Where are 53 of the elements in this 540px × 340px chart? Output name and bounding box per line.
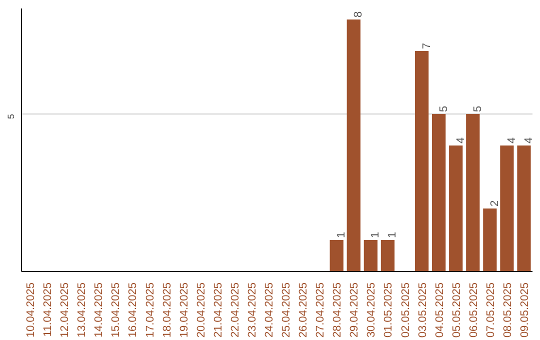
x-tick-label: 09.05.2025: [518, 282, 531, 338]
x-tick-label: 18.04.2025: [161, 282, 174, 338]
x-tick-label: 24.04.2025: [263, 282, 276, 338]
data-label: 1: [370, 232, 382, 238]
data-label: 5: [472, 106, 484, 112]
x-tick-label: 25.04.2025: [280, 282, 293, 338]
x-tick-label: 16.04.2025: [127, 282, 140, 338]
data-label: 1: [386, 232, 399, 238]
x-tick-label: 04.05.2025: [434, 282, 446, 338]
data-label: 8: [352, 11, 365, 18]
data-label: 4: [454, 137, 467, 144]
x-tick-label: 15.04.2025: [110, 282, 122, 338]
bar: [346, 20, 360, 272]
bar: [432, 114, 446, 272]
bar: [449, 146, 463, 272]
bar: [466, 114, 480, 272]
x-tick-label: 27.04.2025: [314, 282, 327, 338]
bar: [483, 208, 497, 272]
x-tick-label: 11.04.2025: [42, 282, 54, 337]
x-tick-label: 01.05.2025: [382, 282, 395, 338]
x-tick-label: 12.04.2025: [59, 282, 72, 338]
x-tick-label: 21.04.2025: [212, 282, 224, 338]
x-tick-label: 26.04.2025: [298, 282, 310, 338]
bar: [517, 146, 531, 272]
x-tick-label: 05.05.2025: [450, 282, 463, 338]
bar: [500, 146, 514, 272]
data-label: 4: [506, 137, 518, 144]
bar: [330, 240, 344, 272]
x-tick-label: 20.04.2025: [195, 282, 208, 338]
x-tick-label: 22.04.2025: [229, 282, 242, 338]
x-tick-label: 17.04.2025: [144, 282, 156, 338]
x-tick-label: 14.04.2025: [93, 282, 106, 338]
x-tick-label: 23.04.2025: [246, 282, 258, 338]
data-label: 7: [420, 42, 433, 50]
x-tick-label: 29.04.2025: [348, 282, 361, 338]
x-tick-label: 30.04.2025: [366, 282, 378, 338]
x-tick-label: 10.04.2025: [25, 282, 38, 338]
x-tick-label: 07.05.2025: [484, 282, 497, 338]
data-label: 4: [522, 137, 535, 144]
x-tick-label: 02.05.2025: [400, 282, 412, 338]
x-tick-label: 03.05.2025: [416, 282, 429, 338]
x-tick-label: 28.04.2025: [332, 282, 344, 338]
bar: [380, 240, 395, 272]
data-label: 2: [488, 200, 501, 207]
bar: [414, 51, 429, 272]
bar: [364, 240, 378, 272]
x-tick-label: 19.04.2025: [178, 282, 190, 338]
x-tick-label: 06.05.2025: [468, 282, 480, 338]
x-tick-label: 08.05.2025: [502, 282, 514, 338]
ref-line-label: 5: [6, 114, 16, 120]
x-tick-label: 13.04.2025: [76, 282, 88, 338]
data-label: 5: [438, 106, 450, 112]
data-label: 1: [336, 232, 348, 238]
